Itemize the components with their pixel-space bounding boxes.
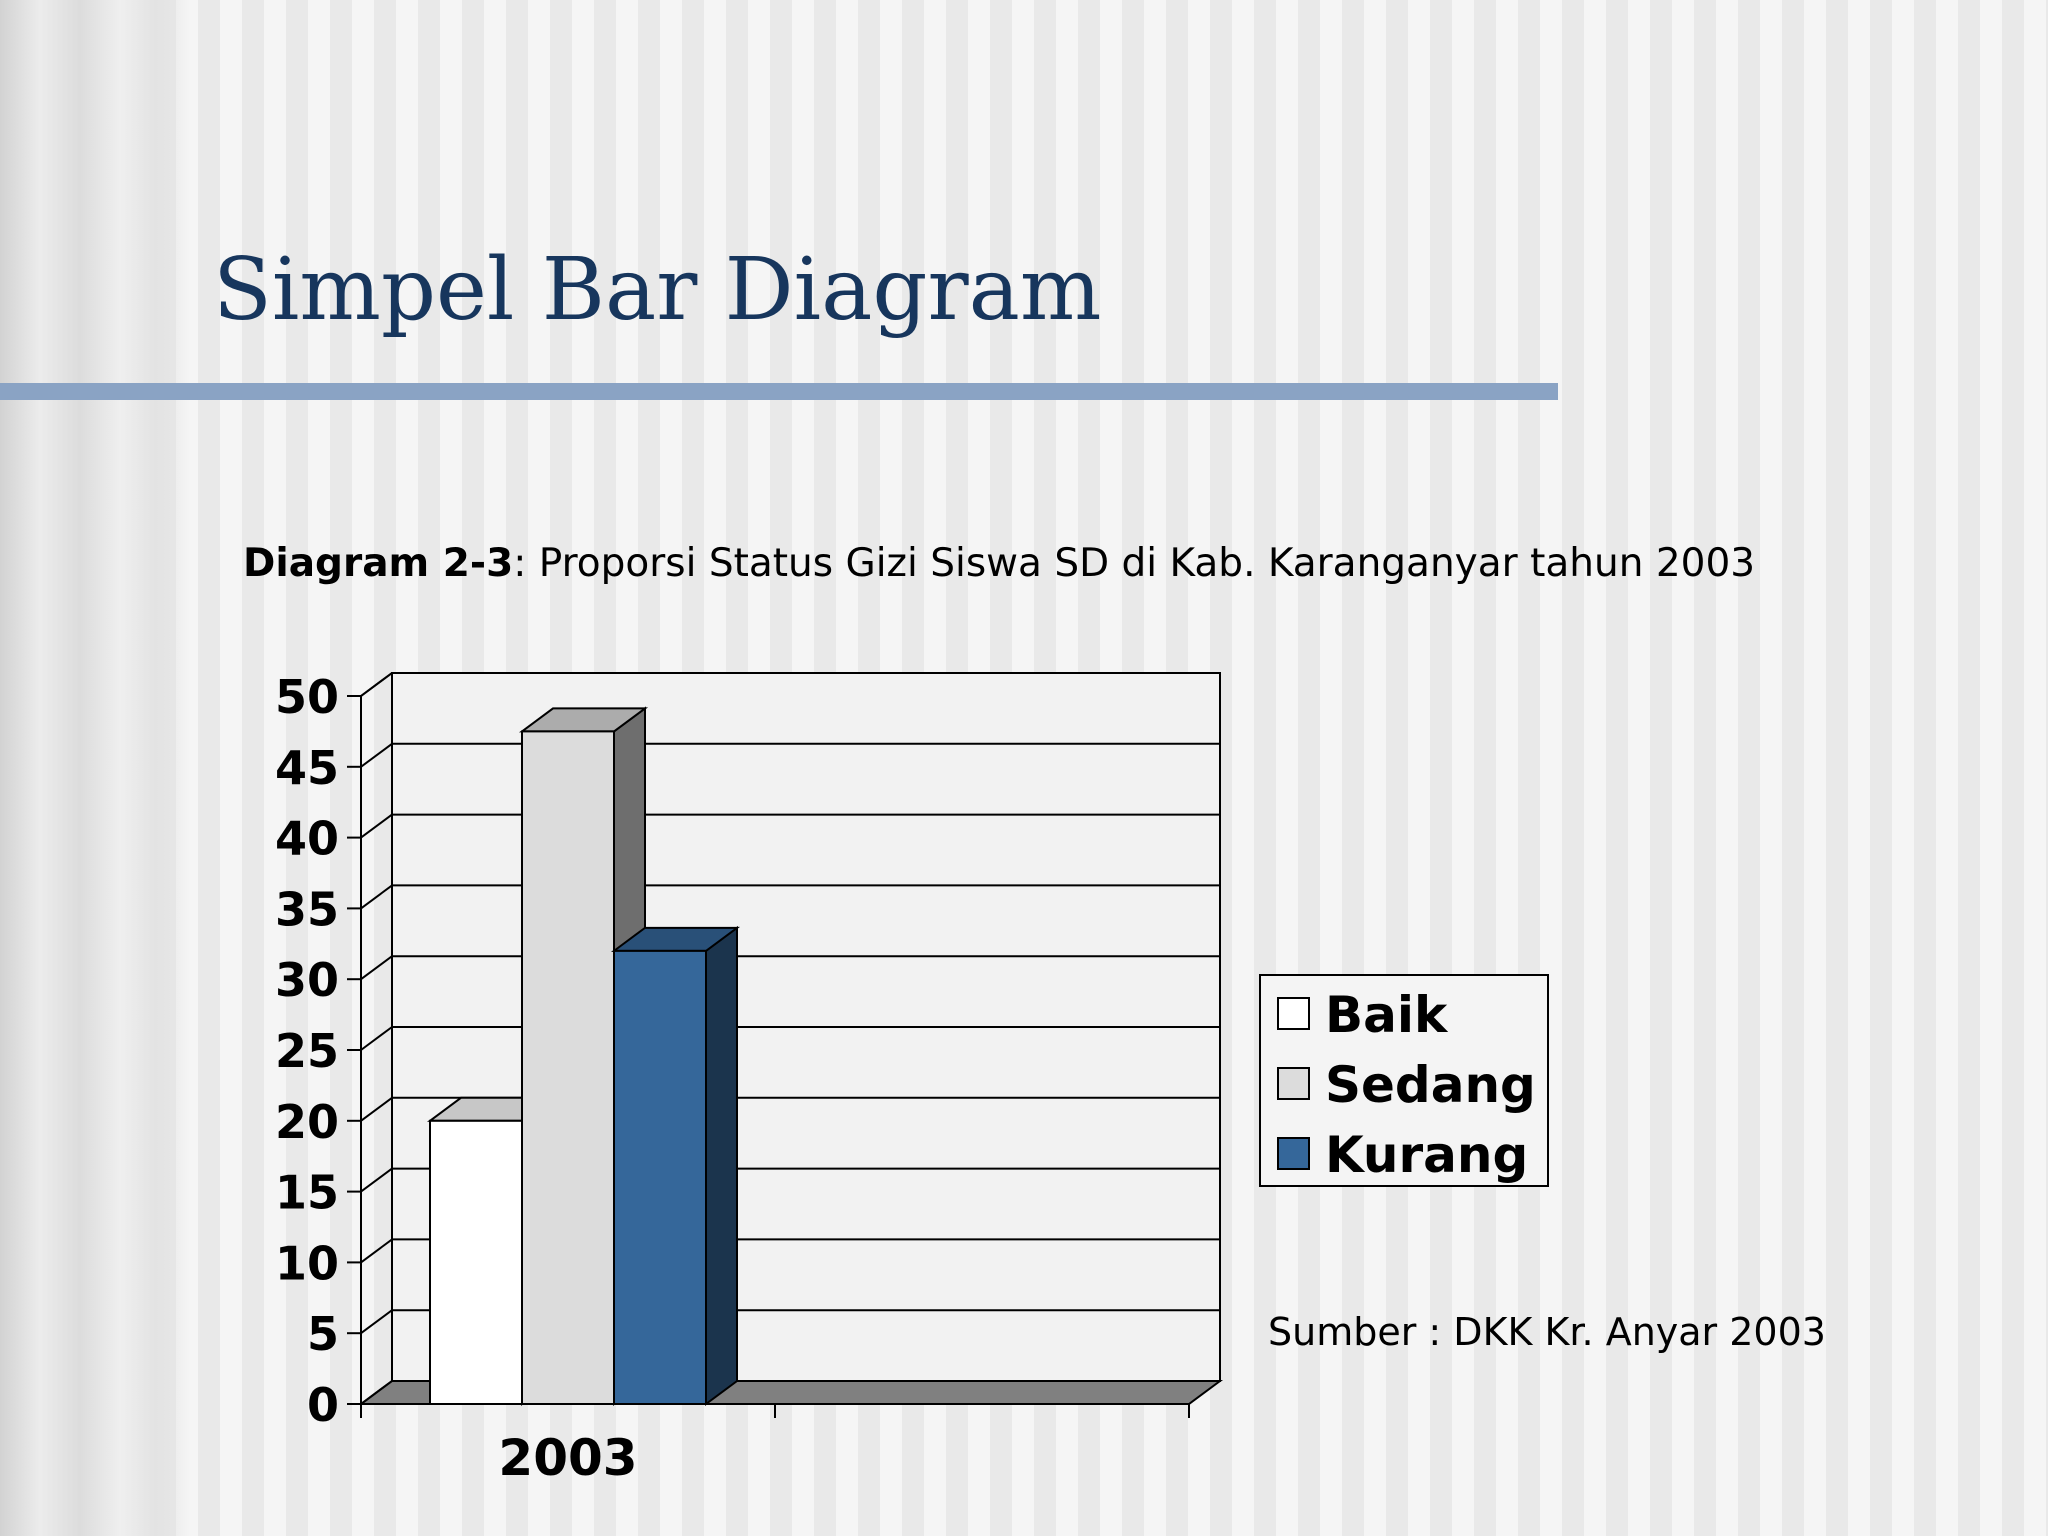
caption-label: Diagram 2-3 xyxy=(243,541,514,586)
chart-legend: Baik Sedang Kurang xyxy=(1259,974,1549,1187)
legend-label-baik: Baik xyxy=(1325,986,1449,1044)
chart-caption: Diagram 2-3: Proporsi Status Gizi Siswa … xyxy=(243,541,1755,586)
gridline-side xyxy=(360,813,393,839)
gridline-side xyxy=(360,1380,393,1405)
chart-bars xyxy=(426,706,741,1406)
y-tick-label: 5 xyxy=(307,1307,339,1361)
bar-side-kurang xyxy=(705,925,738,1406)
title-underline-rule xyxy=(0,383,1558,400)
gridline-side xyxy=(360,884,393,910)
x-category-label: 2003 xyxy=(498,1429,637,1487)
slide-title: Simpel Bar Diagram xyxy=(213,240,1102,340)
y-tick-label: 45 xyxy=(275,741,339,795)
gridline-side xyxy=(360,1238,393,1264)
gridline-side xyxy=(360,1096,393,1122)
legend-swatch-kurang xyxy=(1277,1137,1310,1170)
bar-baik xyxy=(429,1119,523,1406)
bar-kurang xyxy=(613,949,707,1405)
caption-text: : Proporsi Status Gizi Siswa SD di Kab. … xyxy=(513,541,1756,586)
x-axis-category-labels: 2003 xyxy=(498,1429,637,1487)
y-tick-label: 10 xyxy=(275,1236,339,1290)
y-tick-label: 0 xyxy=(307,1378,339,1432)
y-tick-label: 25 xyxy=(275,1024,339,1078)
gridline-side xyxy=(360,955,393,981)
y-tick-label: 30 xyxy=(275,953,339,1007)
y-tick-label: 40 xyxy=(275,812,339,866)
y-tick-label: 35 xyxy=(275,882,339,936)
legend-swatch-baik xyxy=(1277,997,1310,1030)
y-tick-label: 50 xyxy=(275,670,339,724)
source-note: Sumber : DKK Kr. Anyar 2003 xyxy=(1268,1310,1826,1354)
gridline-side xyxy=(360,1026,393,1051)
legend-label-sedang: Sedang xyxy=(1325,1056,1536,1114)
y-tick-label: 15 xyxy=(275,1166,339,1220)
gridline-side xyxy=(360,1309,393,1335)
gridline-side xyxy=(360,742,393,768)
y-axis-tick-labels: 0 5 10 15 20 25 30 35 40 45 50 xyxy=(275,670,339,1432)
legend-label-kurang: Kurang xyxy=(1325,1126,1528,1184)
bar-sedang xyxy=(521,730,615,1405)
legend-swatch-sedang xyxy=(1277,1067,1310,1100)
gridline-side xyxy=(360,672,393,697)
y-tick-label: 20 xyxy=(275,1095,339,1149)
gridline-side xyxy=(360,1167,393,1193)
